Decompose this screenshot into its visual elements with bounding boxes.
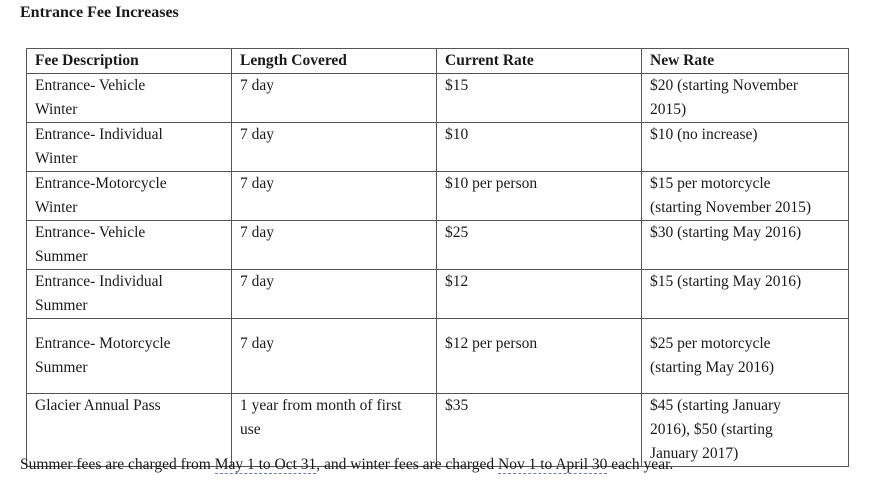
table-row: Glacier Annual Pass 1 year from month of … — [26, 393, 849, 467]
footnote-text: Summer fees are charged from — [20, 456, 215, 473]
cell-line: $15 per motorcycle — [650, 175, 771, 192]
document-title: Entrance Fee Increases — [20, 4, 179, 21]
cell-line: Entrance- Individual — [35, 126, 163, 143]
cell-line: Entrance- Individual — [35, 273, 163, 290]
cell-length-covered: 7 day — [231, 171, 437, 221]
cell-fee-description: Entrance- Vehicle Winter — [26, 73, 232, 123]
header-new-rate: New Rate — [641, 48, 849, 74]
footnote-text: each year. — [607, 456, 674, 473]
cell-fee-description: Glacier Annual Pass — [26, 393, 232, 467]
cell-line: Winter — [35, 199, 78, 216]
cell-fee-description: Entrance- Individual Summer — [26, 269, 232, 319]
cell-line: $12 — [445, 273, 469, 290]
cell-line: $20 (starting November — [650, 77, 799, 94]
summer-dates: May 1 to Oct 31 — [214, 456, 317, 474]
footnote: Summer fees are charged from May 1 to Oc… — [20, 453, 673, 477]
cell-line: 2015) — [650, 101, 687, 118]
cell-line: Winter — [35, 150, 78, 167]
table-row: Entrance-Motorcycle Winter 7 day $10 per pe… — [26, 171, 849, 221]
cell-new-rate: $30 (starting May 2016) — [641, 220, 849, 270]
cell-line: Summer — [35, 359, 88, 376]
fee-table: Fee Description Length Covered Current R… — [26, 48, 849, 467]
cell-line: $15 — [445, 77, 469, 94]
cell-line: 7 day — [240, 77, 275, 94]
cell-fee-description: Entrance- Individual Winter — [26, 122, 232, 172]
cell-line: $25 — [445, 224, 469, 241]
cell-length-covered: 7 day — [231, 220, 437, 270]
table-row: Entrance- Individual Summer 7 day $12 $15 (s… — [26, 269, 849, 319]
cell-new-rate: $20 (starting November 2015) — [641, 73, 849, 123]
cell-current-rate: $12 — [436, 269, 642, 319]
cell-line: 7 day — [240, 175, 275, 192]
cell-line: use — [240, 421, 261, 438]
cell-line: 7 day — [240, 273, 275, 290]
cell-length-covered: 7 day — [231, 269, 437, 319]
cell-line: Winter — [35, 101, 78, 118]
cell-line: 2016), $50 (starting — [650, 421, 773, 438]
cell-length-covered: 1 year from month of first use — [231, 393, 437, 467]
cell-line: $12 per person — [445, 335, 538, 352]
table-row: Entrance- Motorcycle Summer 7 day $12 per p… — [26, 318, 849, 394]
cell-length-covered: 7 day — [231, 318, 437, 394]
cell-line: Summer — [35, 297, 88, 314]
cell-line: $10 — [445, 126, 469, 143]
cell-current-rate: $10 — [436, 122, 642, 172]
cell-line: Entrance- Vehicle — [35, 77, 146, 94]
cell-current-rate: $35 — [436, 393, 642, 467]
cell-line: $45 (starting January — [650, 397, 781, 414]
cell-line: 7 day — [240, 335, 275, 352]
cell-current-rate: $10 per person — [436, 171, 642, 221]
cell-new-rate: $15 per motorcycle (starting November 201… — [641, 171, 849, 221]
header-current-rate: Current Rate — [436, 48, 642, 74]
cell-line: Summer — [35, 248, 88, 265]
cell-length-covered: 7 day — [231, 73, 437, 123]
winter-dates: Nov 1 to April 30 — [498, 456, 608, 474]
cell-fee-description: Entrance- Vehicle Summer — [26, 220, 232, 270]
header-fee-description: Fee Description — [26, 48, 232, 74]
footnote-text: , and winter fees are charged — [316, 456, 499, 473]
table-row: Entrance- Individual Winter 7 day $10 $10 (n… — [26, 122, 849, 172]
cell-line: $15 (starting May 2016) — [650, 273, 802, 290]
cell-current-rate: $15 — [436, 73, 642, 123]
cell-line: Entrance- Vehicle — [35, 224, 146, 241]
cell-line: $10 (no increase) — [650, 126, 758, 143]
cell-line: 7 day — [240, 126, 275, 143]
header-length-covered: Length Covered — [231, 48, 437, 74]
cell-current-rate: $25 — [436, 220, 642, 270]
table-row: Entrance- Vehicle Summer 7 day $25 $30 (star… — [26, 220, 849, 270]
cell-line: (starting November 2015) — [650, 199, 811, 216]
cell-line: Glacier Annual Pass — [35, 397, 161, 414]
cell-new-rate: $45 (starting January 2016), $50 (startin… — [641, 393, 849, 467]
cell-line: January 2017) — [650, 445, 739, 462]
cell-line: Entrance-Motorcycle — [35, 175, 167, 192]
cell-length-covered: 7 day — [231, 122, 437, 172]
cell-line: 7 day — [240, 224, 275, 241]
cell-line: $30 (starting May 2016) — [650, 224, 802, 241]
cell-fee-description: Entrance-Motorcycle Winter — [26, 171, 232, 221]
cell-line: $10 per person — [445, 175, 538, 192]
cell-line: $35 — [445, 397, 469, 414]
cell-current-rate: $12 per person — [436, 318, 642, 394]
table-header-row: Fee Description Length Covered Current R… — [26, 48, 849, 74]
cell-fee-description: Entrance- Motorcycle Summer — [26, 318, 232, 394]
cell-line: (starting May 2016) — [650, 359, 774, 376]
table-row: Entrance- Vehicle Winter 7 day $15 $20 (star… — [26, 73, 849, 123]
cell-new-rate: $10 (no increase) — [641, 122, 849, 172]
cell-new-rate: $15 (starting May 2016) — [641, 269, 849, 319]
cell-line: 1 year from month of first — [240, 397, 402, 414]
cell-new-rate: $25 per motorcycle (starting May 2016) — [641, 318, 849, 394]
cell-line: Entrance- Motorcycle — [35, 335, 171, 352]
cell-line: $25 per motorcycle — [650, 335, 771, 352]
